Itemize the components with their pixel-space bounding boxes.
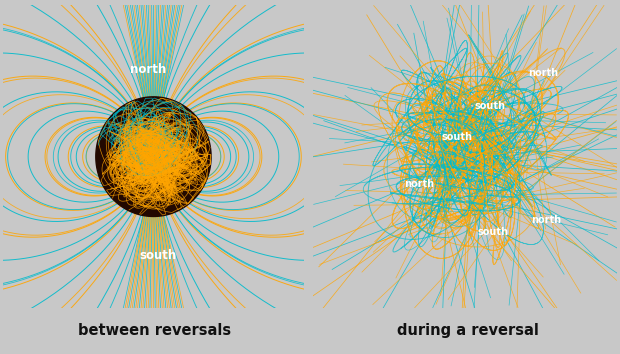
Text: during a reversal: during a reversal (397, 324, 539, 338)
Text: north: north (531, 215, 561, 225)
Text: south: south (140, 250, 177, 262)
Text: south: south (475, 101, 506, 112)
Text: south: south (477, 227, 508, 237)
Text: between reversals: between reversals (79, 324, 231, 338)
Text: north: north (528, 68, 559, 78)
Text: south: south (442, 132, 473, 142)
Text: north: north (130, 63, 167, 76)
Polygon shape (96, 97, 211, 216)
Text: north: north (404, 179, 435, 189)
